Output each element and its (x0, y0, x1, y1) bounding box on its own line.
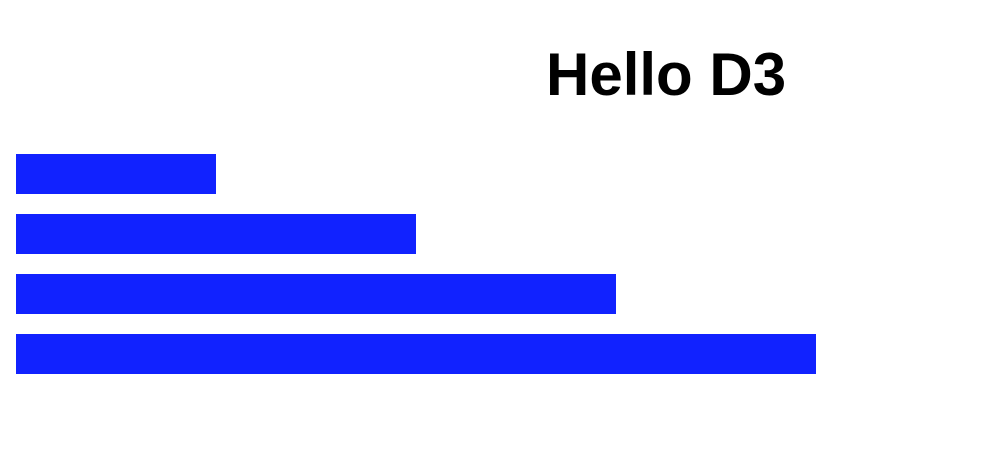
bar-4 (16, 334, 816, 374)
bar-2 (16, 214, 416, 254)
bar-3 (16, 274, 616, 314)
page-title: Hello D3 (546, 41, 787, 108)
bar-1 (16, 154, 216, 194)
bar-group (16, 154, 816, 374)
